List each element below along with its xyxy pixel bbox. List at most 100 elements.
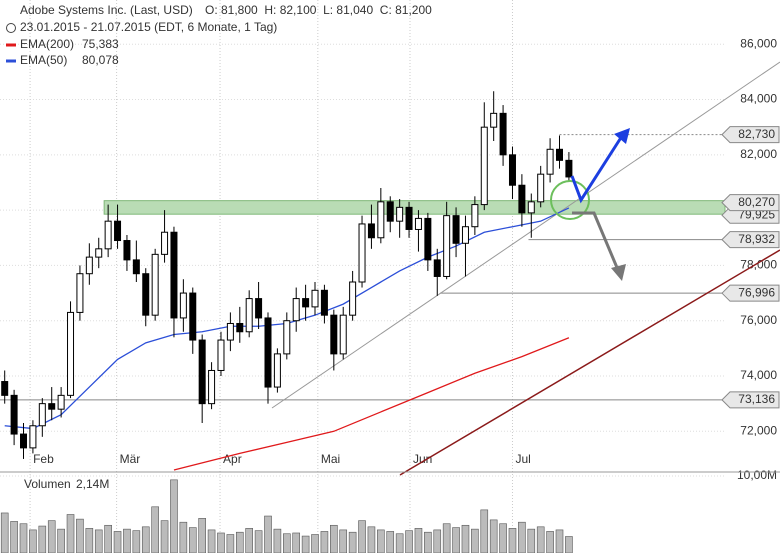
candle-body xyxy=(433,259,441,277)
level-label: 76,996 xyxy=(738,285,775,299)
candle-body xyxy=(452,215,460,244)
candle-body xyxy=(508,154,516,186)
volume-bar xyxy=(19,523,28,554)
candle-body xyxy=(189,292,197,341)
candle-body xyxy=(198,339,206,405)
candle-body xyxy=(424,217,432,261)
candle-body xyxy=(556,148,564,161)
arrow-head xyxy=(614,128,630,144)
volume-label: Volumen xyxy=(24,477,71,491)
volume-bar xyxy=(188,527,197,554)
volume-bar xyxy=(405,530,413,554)
level-label: 78,932 xyxy=(738,232,775,246)
candle-body xyxy=(264,317,272,388)
marks-layer xyxy=(0,91,573,554)
candle-body xyxy=(471,204,479,228)
candle-body xyxy=(123,240,131,261)
volume-bar xyxy=(348,531,357,554)
x-tick-label: Mai xyxy=(321,452,340,466)
y-tick-label: 10,00M xyxy=(737,468,777,482)
y-tick-label: 82,000 xyxy=(740,147,777,161)
legend-name: EMA(200) xyxy=(20,37,74,51)
level-label: 82,730 xyxy=(738,127,775,141)
candle-body xyxy=(330,314,338,355)
level-label: 73,136 xyxy=(738,392,775,406)
x-tick-label: Feb xyxy=(33,452,54,466)
candle-body xyxy=(236,322,244,333)
candle-body xyxy=(170,231,178,319)
volume-bar xyxy=(264,515,272,554)
x-tick-label: Mär xyxy=(120,452,141,466)
volume-bar xyxy=(452,527,460,554)
candle-body xyxy=(226,322,234,341)
volume-bar xyxy=(395,533,404,554)
legend: EMA(200) 75,383 EMA(50) 80,078 xyxy=(6,37,119,67)
candle-body xyxy=(443,215,451,277)
trend-line xyxy=(271,61,780,409)
volume-bar xyxy=(489,519,498,554)
volume-bar xyxy=(499,523,507,554)
volume-bar xyxy=(518,521,526,554)
volume-bar xyxy=(141,526,150,554)
candle-body xyxy=(142,273,150,316)
volume-bar xyxy=(527,528,536,554)
candle-body xyxy=(565,159,573,178)
level-label: 80,270 xyxy=(738,195,775,209)
x-tick-label: Jun xyxy=(413,452,432,466)
volume-bar xyxy=(254,530,263,554)
candle-body xyxy=(29,425,37,449)
subtitle: 23.01.2015 - 21.07.2015 (EDT, 6 Monate, … xyxy=(20,20,277,34)
volume-bar xyxy=(235,531,244,554)
candle-body xyxy=(273,353,281,388)
volume-bar xyxy=(151,506,159,554)
volume-last: 2,14M xyxy=(76,477,109,491)
volume-bar xyxy=(66,514,75,554)
level-label-box xyxy=(721,231,780,249)
volume-bar xyxy=(76,518,84,554)
candle-body xyxy=(95,248,103,258)
arrow-down xyxy=(572,211,620,271)
volume-bar xyxy=(226,534,235,554)
candle-body xyxy=(537,173,545,203)
volume-bar xyxy=(424,531,432,554)
trend-line xyxy=(399,249,780,476)
volume-bar xyxy=(113,531,122,554)
candle-body xyxy=(518,184,526,214)
candle-body xyxy=(396,206,404,222)
candle-body xyxy=(283,320,291,355)
candle-body xyxy=(414,217,422,230)
candle-body xyxy=(367,223,375,239)
legend-value: 75,383 xyxy=(82,37,119,51)
chart-title: Adobe Systems Inc. (Last, USD) xyxy=(20,3,193,17)
volume-bar xyxy=(198,518,206,554)
ema-line xyxy=(173,337,570,471)
y-tick-label: 76,000 xyxy=(740,313,777,327)
volume-bar xyxy=(461,524,470,554)
candle-body xyxy=(499,112,507,156)
candle-body xyxy=(245,298,253,333)
candle-body xyxy=(132,259,140,275)
arrow-head xyxy=(611,264,626,281)
volume-bar xyxy=(367,526,376,554)
volume-bar xyxy=(339,529,348,554)
candle-body xyxy=(20,433,28,449)
y-tick-label: 86,000 xyxy=(740,36,777,50)
volume-bar xyxy=(442,523,451,554)
volume-bar xyxy=(47,520,56,554)
candle-body xyxy=(161,231,169,255)
volume-bar xyxy=(292,532,301,554)
candle-body xyxy=(461,226,469,244)
volume-bar xyxy=(179,521,188,554)
candle-body xyxy=(10,394,18,435)
candle-body xyxy=(349,281,357,316)
candle-body xyxy=(527,201,535,214)
candle-body xyxy=(67,311,75,396)
volume-bar xyxy=(29,529,37,554)
volume-bar xyxy=(377,529,385,554)
candle-body xyxy=(179,292,187,319)
candle-body xyxy=(114,220,122,242)
candle-body xyxy=(57,394,65,410)
level-label-box xyxy=(721,194,780,212)
candle-body xyxy=(546,148,554,175)
